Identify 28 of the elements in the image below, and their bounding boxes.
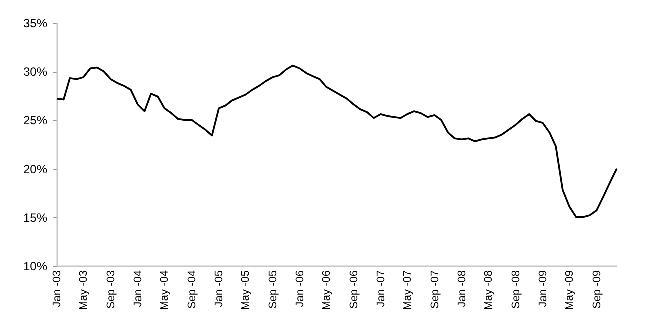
x-tick-label: Jan -04 — [132, 270, 144, 308]
y-tick-label: 25% — [23, 114, 48, 128]
y-tick-label: 20% — [23, 162, 48, 176]
x-tick-label: May -09 — [564, 270, 576, 310]
x-tick-label: May -06 — [321, 270, 334, 310]
x-tick-label: Sep -04 — [186, 270, 199, 310]
x-tick-label: Sep -07 — [429, 270, 442, 310]
x-tick-label: Jan -08 — [456, 270, 468, 308]
x-tick-label: Jan -07 — [375, 270, 388, 308]
x-tick-label: May -07 — [402, 270, 414, 310]
x-tick-label: Jan -03 — [52, 270, 64, 308]
y-tick-label: 35% — [23, 16, 48, 30]
x-tick-label: Jan -05 — [214, 270, 226, 308]
y-tick-label: 15% — [23, 210, 48, 225]
line-series — [56, 64, 618, 218]
x-tick-label: Sep -05 — [267, 270, 280, 310]
x-tick-label: Sep -08 — [510, 270, 522, 310]
y-tick-label: 10% — [23, 260, 48, 274]
x-tick-label: Jan -06 — [294, 270, 306, 308]
x-tick-label: Jan -09 — [537, 270, 550, 308]
x-tick-label: May -04 — [159, 270, 172, 310]
x-tick-label: Sep -09 — [591, 270, 604, 310]
x-tick-label: May -05 — [240, 270, 252, 310]
x-tick-label: Sep -06 — [348, 270, 360, 310]
x-tick-label: May -03 — [78, 270, 90, 310]
x-tick-label: Sep -03 — [105, 270, 118, 310]
y-tick-label: 30% — [23, 65, 48, 80]
x-tick-label: May -08 — [483, 270, 496, 310]
